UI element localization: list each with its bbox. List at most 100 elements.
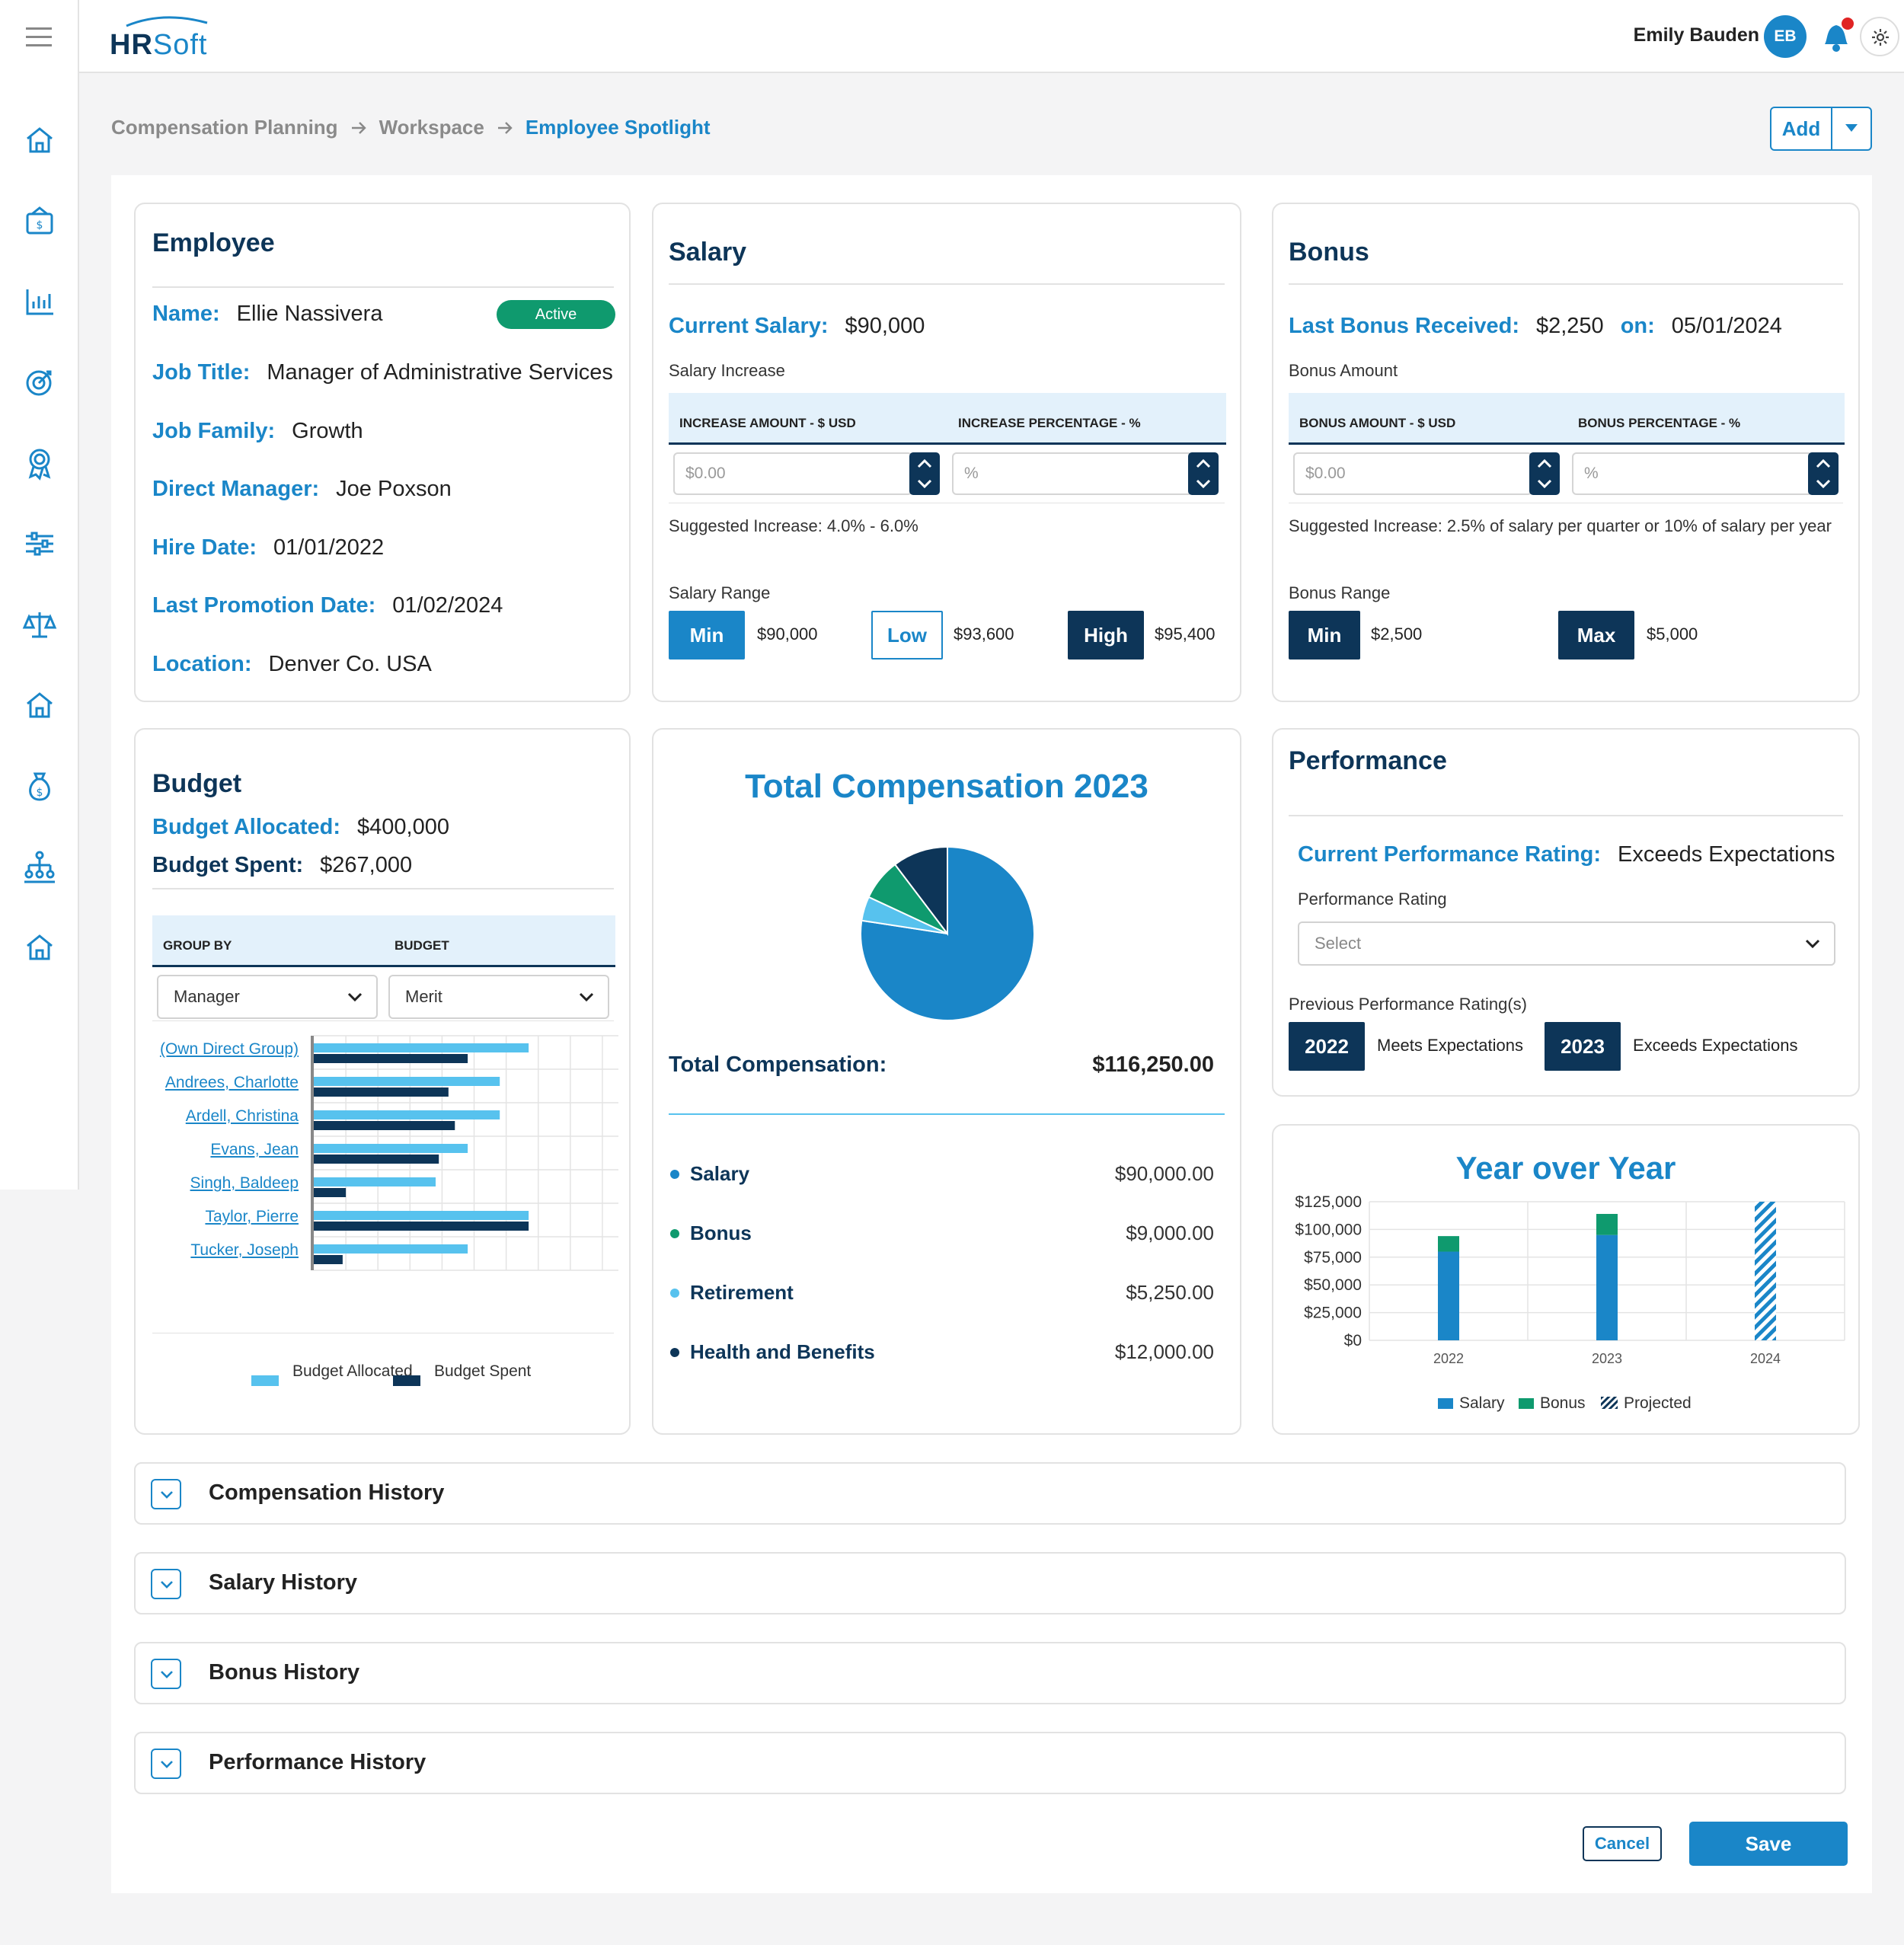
home-icon[interactable] bbox=[21, 929, 58, 966]
bonus-percentage-stepper[interactable] bbox=[1808, 452, 1839, 495]
legend-dot bbox=[670, 1229, 679, 1238]
expand-button[interactable] bbox=[151, 1749, 181, 1779]
legend-dot bbox=[670, 1170, 679, 1179]
chevron-down-icon[interactable] bbox=[1535, 475, 1554, 492]
hamburger-menu-icon[interactable] bbox=[26, 27, 52, 47]
y-tick-label: $100,000 bbox=[1295, 1221, 1362, 1238]
category-link[interactable]: Taylor, Pierre bbox=[205, 1208, 299, 1225]
chevron-up-icon[interactable] bbox=[1814, 455, 1832, 472]
accordion-performance-history[interactable]: Performance History bbox=[134, 1732, 1846, 1794]
home-icon[interactable] bbox=[21, 687, 58, 723]
legend-spent-label: Budget Spent bbox=[434, 1362, 532, 1380]
target-icon[interactable] bbox=[21, 364, 58, 401]
last-bonus-value: $2,250 bbox=[1535, 314, 1604, 338]
home-icon[interactable] bbox=[21, 122, 58, 158]
balance-scale-icon[interactable] bbox=[21, 606, 58, 643]
previous-ratings-label: Previous Performance Rating(s) bbox=[1289, 995, 1528, 1014]
budget-type-select[interactable]: Merit bbox=[388, 975, 609, 1019]
item-name: Retirement bbox=[690, 1281, 794, 1304]
accordion-title: Compensation History bbox=[209, 1480, 445, 1505]
item-name: Health and Benefits bbox=[690, 1340, 875, 1363]
chevron-up-icon[interactable] bbox=[915, 455, 934, 472]
bonus-range-label: Bonus Range bbox=[1289, 583, 1391, 602]
chevron-down-icon[interactable] bbox=[1194, 475, 1212, 492]
group-by-select[interactable]: Manager bbox=[157, 975, 378, 1019]
expand-button[interactable] bbox=[151, 1659, 181, 1689]
save-button[interactable]: Save bbox=[1689, 1822, 1848, 1866]
add-button[interactable]: Add bbox=[1771, 108, 1832, 149]
bar-budget-spent bbox=[314, 1121, 455, 1130]
expand-button[interactable] bbox=[151, 1569, 181, 1599]
chevron-down-icon bbox=[161, 1581, 173, 1589]
salary-range-low: Low bbox=[871, 611, 943, 660]
sliders-icon[interactable] bbox=[21, 525, 58, 562]
total-compensation-title: Total Compensation 2023 bbox=[745, 768, 1148, 805]
bar-budget-allocated bbox=[314, 1244, 468, 1254]
category-link[interactable]: Singh, Baldeep bbox=[190, 1174, 299, 1192]
notification-bell-icon[interactable] bbox=[1817, 15, 1855, 56]
year-over-year-card: Year over Year $125,000 $100,000 $75,000 $5… bbox=[1272, 1124, 1860, 1435]
breadcrumb-item[interactable]: Compensation Planning bbox=[111, 116, 338, 139]
category-link[interactable]: Evans, Jean bbox=[210, 1141, 299, 1158]
employee-title: Employee bbox=[152, 228, 275, 257]
arrow-right-icon bbox=[351, 121, 366, 134]
performance-rating-label: Performance Rating bbox=[1298, 889, 1447, 909]
bonus-suggested-increase: Suggested Increase: 2.5% of salary per q… bbox=[1289, 516, 1832, 535]
bonus-amount-stepper[interactable] bbox=[1529, 452, 1560, 495]
divider bbox=[669, 1113, 1225, 1115]
bonus-percentage-input[interactable]: % bbox=[1572, 452, 1813, 495]
chevron-down-icon bbox=[579, 992, 594, 1002]
field-label: Name: bbox=[152, 302, 220, 326]
performance-rating-select[interactable]: Select bbox=[1298, 921, 1835, 966]
field-label: Last Promotion Date: bbox=[152, 593, 376, 618]
legend-dot bbox=[670, 1289, 679, 1298]
budget-bar-chart: (Own Direct Group) Andrees, Charlotte Ar… bbox=[136, 1033, 631, 1292]
chevron-down-icon[interactable] bbox=[915, 475, 934, 492]
logo[interactable]: HRSoft bbox=[110, 14, 216, 61]
legend-bonus-label: Bonus bbox=[1540, 1394, 1586, 1412]
chevron-up-icon[interactable] bbox=[1535, 455, 1554, 472]
previous-rating-year: 2023 bbox=[1545, 1022, 1621, 1071]
current-salary-value: $90,000 bbox=[845, 314, 925, 338]
budget-table-header: GROUP BY BUDGET bbox=[152, 915, 615, 967]
x-tick-label: 80k bbox=[557, 1289, 578, 1292]
accordion-compensation-history[interactable]: Compensation History bbox=[134, 1462, 1846, 1525]
category-link[interactable]: Andrees, Charlotte bbox=[165, 1074, 299, 1091]
accordion-bonus-history[interactable]: Bonus History bbox=[134, 1642, 1846, 1704]
x-tick-label: 0 bbox=[308, 1289, 313, 1292]
expand-button[interactable] bbox=[151, 1479, 181, 1509]
add-dropdown-button[interactable] bbox=[1832, 108, 1870, 149]
increase-amount-stepper[interactable] bbox=[909, 452, 940, 495]
breadcrumb-item[interactable]: Workspace bbox=[379, 116, 484, 139]
x-tick-label: 60k bbox=[493, 1289, 514, 1292]
chevron-down-icon[interactable] bbox=[1814, 475, 1832, 492]
org-chart-icon[interactable] bbox=[21, 848, 58, 885]
employee-job-title-row: Job Title: Manager of Administrative Serv… bbox=[152, 360, 613, 385]
y-tick-label: $25,000 bbox=[1304, 1305, 1362, 1322]
category-link[interactable]: Tucker, Joseph bbox=[190, 1241, 299, 1259]
x-tick-label: 2023 bbox=[1592, 1351, 1622, 1366]
salary-suggested-increase: Suggested Increase: 4.0% - 6.0% bbox=[669, 516, 918, 535]
salary-card-icon[interactable]: $ bbox=[21, 203, 58, 239]
bonus-range-max-value: $5,000 bbox=[1647, 624, 1698, 644]
column-header: INCREASE AMOUNT - $ USD bbox=[679, 416, 856, 430]
increase-percentage-stepper[interactable] bbox=[1188, 452, 1219, 495]
divider bbox=[1289, 815, 1843, 816]
category-link[interactable]: (Own Direct Group) bbox=[159, 1040, 299, 1058]
chevron-down-icon bbox=[1805, 939, 1820, 949]
cancel-button[interactable]: Cancel bbox=[1583, 1826, 1662, 1861]
bonus-amount-input[interactable]: $0.00 bbox=[1293, 452, 1532, 495]
settings-button[interactable] bbox=[1860, 17, 1899, 56]
award-icon[interactable] bbox=[21, 445, 58, 481]
logo-text: HRSoft bbox=[110, 29, 208, 61]
field-value: Growth bbox=[292, 419, 363, 443]
category-link[interactable]: Ardell, Christina bbox=[185, 1107, 299, 1125]
bar-chart-icon[interactable] bbox=[21, 283, 58, 320]
accordion-salary-history[interactable]: Salary History bbox=[134, 1552, 1846, 1614]
chevron-up-icon[interactable] bbox=[1194, 455, 1212, 472]
money-bag-icon[interactable]: $ bbox=[21, 768, 58, 804]
bar-budget-allocated bbox=[314, 1211, 529, 1220]
increase-percentage-input[interactable]: % bbox=[952, 452, 1193, 495]
increase-amount-input[interactable]: $0.00 bbox=[673, 452, 912, 495]
avatar[interactable]: EB bbox=[1764, 15, 1807, 58]
